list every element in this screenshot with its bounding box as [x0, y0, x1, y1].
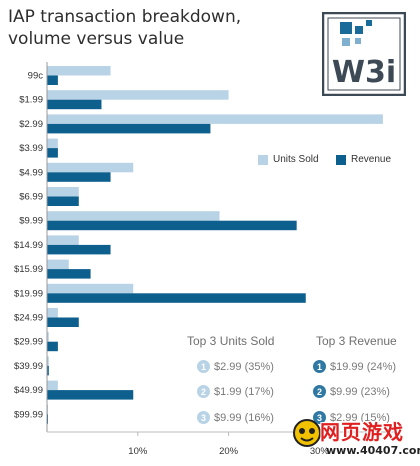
- x-tick-label: 10%: [128, 446, 148, 457]
- bar-revenue: [47, 220, 297, 231]
- top-revenue-text: $19.99 (24%): [330, 360, 397, 373]
- bar-units: [47, 259, 69, 270]
- bar-revenue: [47, 172, 111, 182]
- top-units-text: $1.99 (17%): [214, 385, 274, 398]
- rank-badge: 1: [313, 360, 326, 373]
- bar-revenue: [47, 123, 211, 134]
- category-label: 99c: [28, 71, 44, 82]
- bar-revenue: [47, 244, 111, 255]
- legend-units: Units Sold: [258, 154, 319, 165]
- bar-units: [47, 162, 134, 173]
- bars-group: [47, 66, 383, 424]
- bar-units: [47, 138, 58, 149]
- top-units-item: 1 $2.99 (35%): [197, 360, 274, 373]
- legend-units-swatch: [258, 154, 268, 165]
- top-revenue-item: 1 $19.99 (24%): [313, 360, 396, 373]
- chart-title-line-1: IAP transaction breakdown,: [8, 7, 242, 27]
- category-label: $29.99: [14, 337, 43, 348]
- bar-revenue: [47, 196, 79, 206]
- x-tick-label: 20%: [219, 446, 239, 457]
- watermark-stamp: 网页游戏 www.40407.com: [292, 414, 420, 464]
- category-label: $14.99: [14, 240, 43, 251]
- rank-badge: 3: [197, 411, 210, 424]
- category-label: $3.99: [19, 143, 43, 154]
- bar-revenue: [47, 148, 58, 158]
- category-label: $39.99: [14, 361, 43, 372]
- bar-units: [47, 211, 220, 221]
- rank-badge: 2: [313, 385, 326, 398]
- bar-revenue: [47, 390, 134, 400]
- legend-revenue: Revenue: [336, 154, 391, 165]
- category-label: $99.99: [14, 409, 43, 420]
- bar-revenue: [47, 365, 49, 376]
- bar-revenue: [47, 269, 91, 279]
- bar-revenue: [47, 293, 306, 303]
- rank-badge: 2: [197, 385, 210, 398]
- bar-revenue: [47, 341, 58, 352]
- bar-revenue: [47, 317, 79, 327]
- watermark-url: www.40407.com: [326, 444, 420, 457]
- bar-units: [47, 235, 79, 245]
- bar-units: [47, 114, 383, 124]
- svg-text:W3i: W3i: [332, 55, 396, 90]
- category-label: $2.99: [19, 119, 43, 130]
- category-label: $6.99: [19, 192, 43, 203]
- top-revenue-text: $9.99 (23%): [330, 385, 390, 398]
- chart-title: IAP transaction breakdown, volume versus…: [8, 6, 308, 50]
- top-revenue-heading: Top 3 Revenue: [316, 334, 397, 348]
- bar-units: [47, 66, 111, 76]
- bar-units: [47, 187, 79, 197]
- bar-units: [47, 380, 58, 391]
- top-units-item: 2 $1.99 (17%): [197, 385, 274, 398]
- bar-units: [47, 356, 49, 366]
- bar-units: [47, 283, 134, 294]
- legend-revenue-swatch: [336, 154, 346, 165]
- category-label: $1.99: [19, 95, 43, 106]
- top-units-heading: Top 3 Units Sold: [187, 334, 275, 348]
- category-labels: 99c $1.99 $2.99 $3.99 $4.99 $6.99 $9.99 $14.99 $…: [14, 71, 43, 421]
- rank-badge: 3: [313, 411, 326, 424]
- top-units-item: 3 $9.99 (16%): [197, 411, 274, 424]
- category-label: $24.99: [14, 313, 43, 324]
- chart-title-line-2: volume versus value: [8, 29, 185, 49]
- category-label: $49.99: [14, 385, 43, 396]
- rank-badge: 1: [197, 360, 210, 373]
- category-label: $4.99: [19, 167, 43, 178]
- w3i-logo: W3i: [322, 12, 406, 96]
- bar-revenue: [47, 75, 58, 85]
- bar-revenue: [47, 99, 102, 110]
- bar-units: [47, 90, 229, 100]
- mascot-icon: [293, 419, 321, 447]
- top-revenue-item: 3 $2.99 (15%): [313, 411, 390, 424]
- legend-revenue-label: Revenue: [351, 154, 392, 165]
- top-units-text: $2.99 (35%): [214, 360, 274, 373]
- top-units-text: $9.99 (16%): [214, 411, 274, 424]
- bar-units: [47, 332, 49, 342]
- watermark-brand: 网页游戏: [320, 420, 404, 444]
- legend-units-label: Units Sold: [273, 154, 319, 165]
- bar-units: [47, 308, 58, 318]
- x-tick-label: 30%: [310, 446, 330, 457]
- category-label: $15.99: [14, 264, 43, 275]
- category-label: $19.99: [14, 288, 43, 299]
- top-revenue-item: 2 $9.99 (23%): [313, 385, 390, 398]
- top-revenue-text: $2.99 (15%): [330, 411, 390, 424]
- category-label: $9.99: [19, 216, 43, 227]
